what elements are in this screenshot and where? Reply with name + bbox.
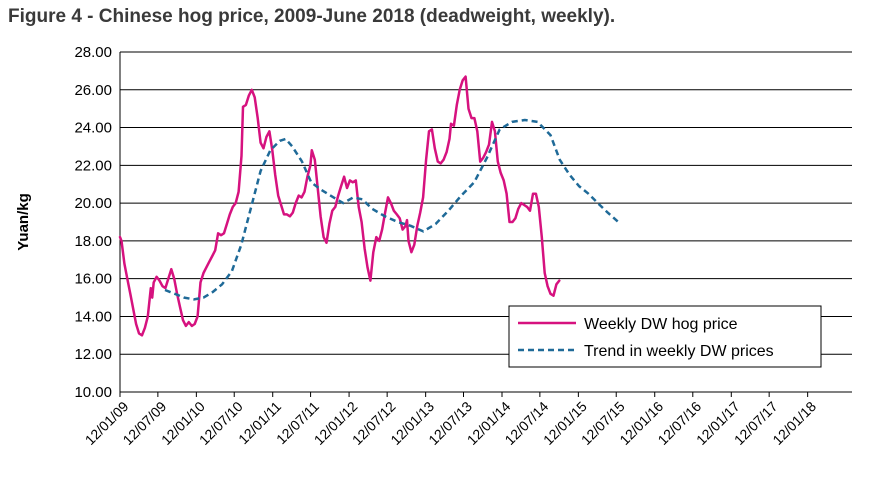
y-tick-label: 16.00 <box>74 271 112 288</box>
series-line-trend <box>164 118 622 301</box>
y-tick-label: 10.00 <box>74 384 112 401</box>
series-line-weekly <box>118 75 561 337</box>
y-tick-label: 24.00 <box>74 120 112 137</box>
y-axis-label: Yuan/kg <box>15 193 32 251</box>
legend-label-weekly: Weekly DW hog price <box>584 316 738 333</box>
x-tick-label: 12/01/18 <box>769 398 819 448</box>
y-tick-label: 22.00 <box>74 157 112 174</box>
y-tick-label: 14.00 <box>74 308 112 325</box>
figure-title: Figure 4 - Chinese hog price, 2009-June … <box>8 6 616 27</box>
legend-label-trend: Trend in weekly DW prices <box>584 343 774 360</box>
y-tick-label: 12.00 <box>74 346 112 363</box>
series-layer <box>118 75 622 337</box>
legend-box <box>508 305 822 368</box>
y-tick-label: 28.00 <box>74 44 112 61</box>
legend: Weekly DW hog price Trend in weekly DW p… <box>508 305 822 368</box>
y-tick-label: 20.00 <box>74 195 112 212</box>
x-axis-ticks: 12/01/0912/07/0912/01/1012/07/1012/01/11… <box>82 392 819 448</box>
y-axis-ticks: 10.00 12.00 14.00 16.00 18.00 20.00 22.00 24.00… <box>74 44 112 401</box>
y-tick-label: 18.00 <box>74 233 112 250</box>
y-tick-label: 26.00 <box>74 82 112 99</box>
